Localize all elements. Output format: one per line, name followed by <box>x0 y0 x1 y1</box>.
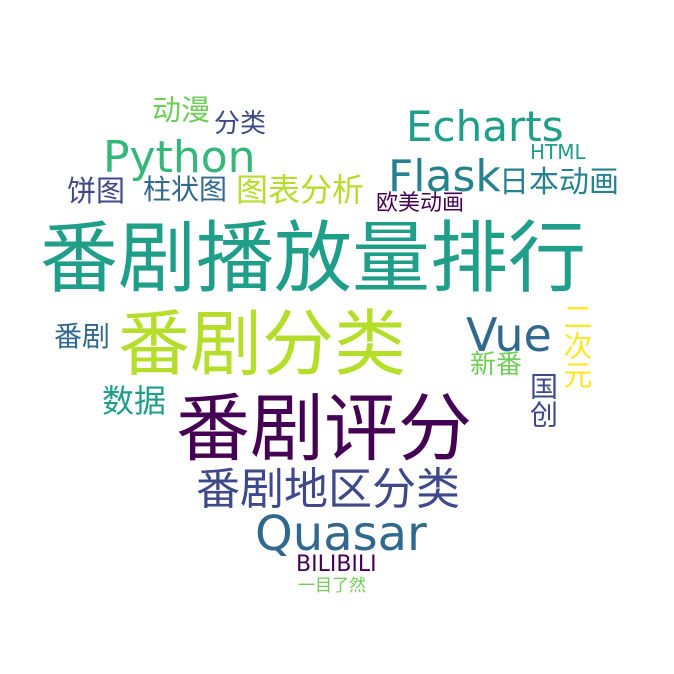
word-fanjufenlei: 番剧分类 <box>118 302 407 386</box>
word-zhuzhuangtu: 柱状图 <box>143 173 228 206</box>
word-echarts: Echarts <box>406 102 564 151</box>
word-erciyuan: 二次元 <box>559 302 593 389</box>
word-bilibili: BILIBILI <box>296 552 377 577</box>
word-yimuliaoran: 一目了然 <box>298 576 366 596</box>
word-fanju: 番剧 <box>54 320 111 353</box>
word-shuju: 数据 <box>102 382 167 420</box>
word-fanjupingfen: 番剧评分 <box>176 386 472 472</box>
word-ribendonghua: 日本动画 <box>499 165 619 200</box>
word-vue: Vue <box>466 308 552 362</box>
word-bingtu: 饼图 <box>67 174 126 208</box>
word-quasar: Quasar <box>255 506 427 562</box>
word-oumeidonghua: 欧美动画 <box>376 191 465 216</box>
word-fanjudiqu: 番剧地区分类 <box>196 464 460 515</box>
word-tubiaofenxi: 图表分析 <box>236 171 365 209</box>
word-dongman: 动漫 <box>152 93 211 127</box>
word-flask: Flask <box>388 151 501 202</box>
word-html: HTML <box>530 140 586 164</box>
word-guochuang: 国创 <box>526 372 559 428</box>
word-python: Python <box>103 132 256 183</box>
word-xinfan: 新番 <box>470 350 523 380</box>
word-fanjubofangliang: 番剧播放量排行 <box>40 214 587 304</box>
word-fenlei: 分类 <box>214 109 267 139</box>
